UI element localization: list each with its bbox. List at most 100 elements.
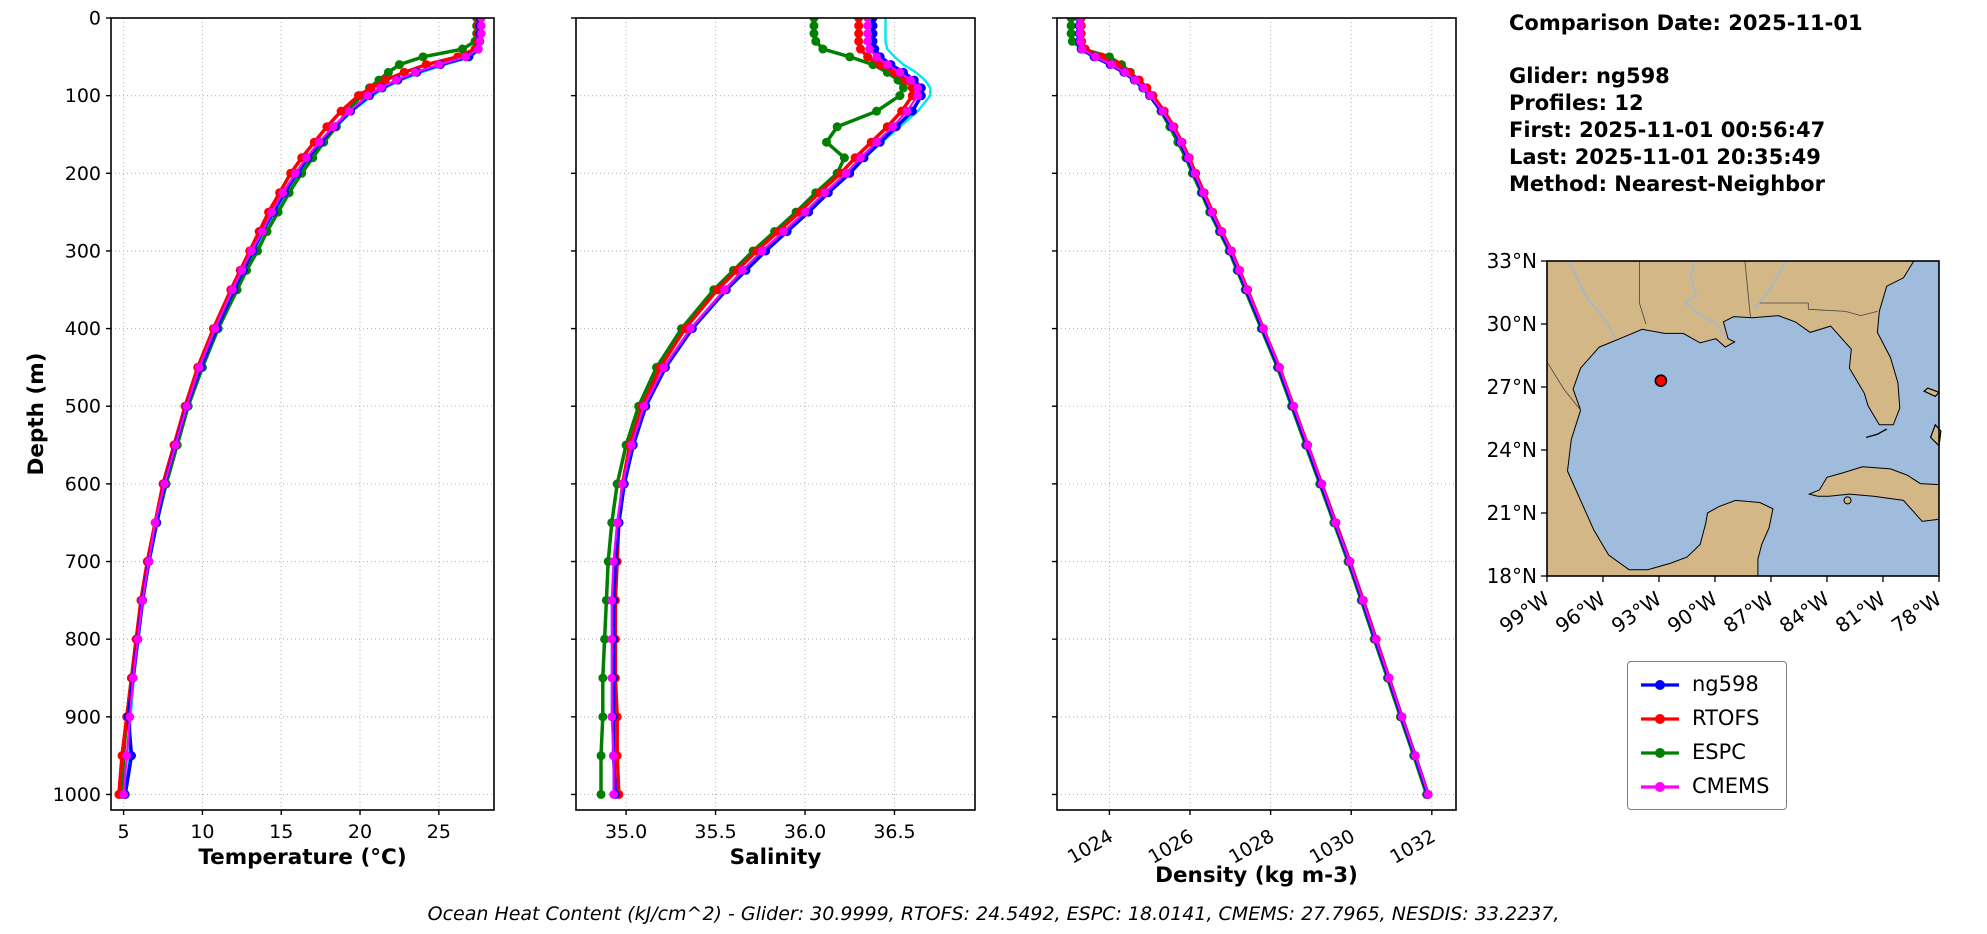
ohc-caption: Ocean Heat Content (kJ/cm^2) - Glider: 3…: [427, 903, 1560, 925]
series-marker-CMEMS: [1107, 60, 1116, 69]
series-marker-CMEMS: [607, 596, 617, 605]
y-tick-label: 600: [65, 473, 101, 495]
y-tick-label: 700: [65, 551, 101, 573]
legend-line-swatch: [1641, 747, 1679, 758]
series-marker-CMEMS: [328, 122, 338, 132]
axes-frame: [1056, 17, 1457, 811]
axes-frame: [110, 17, 495, 811]
tick-marks: [571, 17, 896, 815]
series-marker-CMEMS: [1331, 518, 1340, 528]
series-marker-CMEMS: [228, 285, 237, 295]
map-lon-label: 96°W: [1551, 586, 1610, 637]
series-marker-ESPC: [457, 44, 467, 54]
series-marker-ESPC: [821, 137, 831, 147]
series-marker-RTOFS: [855, 44, 865, 54]
series-marker-CMEMS: [1077, 44, 1087, 54]
series-marker-CMEMS: [863, 36, 872, 46]
legend-label: CMEMS: [1692, 774, 1770, 798]
series-marker-CMEMS: [434, 60, 444, 69]
x-tick-label: 25: [427, 821, 451, 843]
series-marker-CMEMS: [1075, 18, 1085, 23]
gridlines: [111, 17, 494, 810]
series-marker-CMEMS: [302, 153, 311, 163]
method-text: Method: Nearest-Neighbor: [1509, 172, 1825, 196]
map-border-line: [1546, 361, 1581, 411]
y-tick-label: 400: [65, 318, 101, 340]
series-marker-CMEMS: [863, 21, 872, 31]
series-marker-CMEMS: [278, 188, 288, 198]
legend-label: ESPC: [1692, 740, 1746, 764]
series-marker-CMEMS: [128, 673, 138, 683]
series-marker-ESPC: [898, 83, 908, 93]
series-marker-CMEMS: [258, 227, 267, 236]
series-marker-CMEMS: [856, 153, 865, 163]
info-panel: Comparison Date: 2025-11-01 Glider: ng59…: [1509, 10, 1863, 198]
series-marker-CMEMS: [757, 246, 767, 256]
series-marker-CMEMS: [1075, 29, 1085, 38]
map-lon-label: 87°W: [1719, 586, 1778, 637]
series-marker-CMEMS: [150, 518, 160, 528]
y-tick-label: 200: [65, 163, 101, 185]
series-marker-CMEMS: [609, 557, 618, 566]
glider-name-text: Glider: ng598: [1509, 64, 1670, 88]
series-marker-CMEMS: [1120, 68, 1130, 77]
legend: ng598 RTOFS ESPC CMEMS: [1627, 661, 1787, 810]
series-marker-CMEMS: [410, 68, 420, 77]
map-lon-label: 84°W: [1775, 586, 1834, 637]
series-marker-CMEMS: [473, 44, 483, 54]
series-marker-CMEMS: [902, 106, 912, 116]
series-marker-ESPC: [832, 122, 842, 132]
series-marker-CMEMS: [461, 52, 470, 62]
x-tick-label: 36.5: [873, 821, 915, 843]
y-tick-label: 300: [65, 240, 101, 262]
series-marker-ESPC: [598, 673, 608, 683]
legend-marker: [1655, 713, 1665, 724]
series-marker-CMEMS: [125, 712, 135, 722]
series-marker-CMEMS: [1146, 91, 1155, 100]
series-marker-CMEMS: [144, 557, 154, 566]
tick-marks: [106, 17, 440, 815]
series-marker-RTOFS: [353, 91, 363, 101]
series-marker-ESPC: [1067, 36, 1077, 46]
series-marker-ESPC: [596, 789, 606, 799]
legend-item-CMEMS: CMEMS: [1639, 772, 1770, 801]
series-marker-CMEMS: [376, 83, 385, 93]
y-tick-label: 100: [65, 85, 101, 107]
map-lat-label: 24°N: [1487, 438, 1537, 462]
series-marker-CMEMS: [1371, 634, 1381, 644]
series-marker-RTOFS: [854, 29, 864, 39]
legend-label: RTOFS: [1692, 706, 1760, 730]
series-marker-RTOFS: [854, 18, 864, 23]
profiles-count-text: Profiles: 12: [1509, 91, 1644, 115]
series-marker-ESPC: [394, 60, 404, 70]
series-line-RTOFS: [613, 18, 915, 797]
x-axis-title: Density (kg m-3): [1155, 863, 1358, 888]
series-marker-CMEMS: [779, 227, 788, 236]
series-marker-ESPC: [811, 36, 821, 46]
series-marker-CMEMS: [1090, 52, 1100, 62]
comparison-date-text: Comparison Date: 2025-11-01: [1509, 11, 1863, 35]
legend-item-RTOFS: RTOFS: [1639, 704, 1770, 733]
series-marker-CMEMS: [686, 324, 695, 333]
map-lat-label: 18°N: [1487, 564, 1537, 588]
x-tick-label: 36.0: [784, 821, 826, 843]
series-marker-CMEMS: [182, 401, 191, 411]
info-spacer: [1509, 37, 1863, 63]
series-marker-ESPC: [1066, 29, 1076, 39]
series-marker-CMEMS: [160, 479, 169, 489]
series-marker-ESPC: [596, 751, 606, 761]
map-river: [1753, 260, 1787, 310]
series-marker-ESPC: [809, 29, 819, 39]
map-lat-label: 21°N: [1487, 501, 1537, 525]
map-lon-label: 93°W: [1607, 586, 1666, 637]
x-tick-label: 1032: [1386, 825, 1439, 868]
series-marker-ESPC: [1066, 21, 1076, 31]
x-tick-label: 5: [118, 821, 130, 843]
series-marker-CMEMS: [1384, 673, 1394, 683]
series-marker-ESPC: [598, 712, 608, 722]
series-marker-CMEMS: [171, 440, 180, 450]
series-marker-CMEMS: [1275, 363, 1284, 372]
series-marker-CMEMS: [1190, 168, 1200, 178]
series-marker-ESPC: [1066, 18, 1076, 23]
series-marker-CMEMS: [138, 596, 147, 605]
